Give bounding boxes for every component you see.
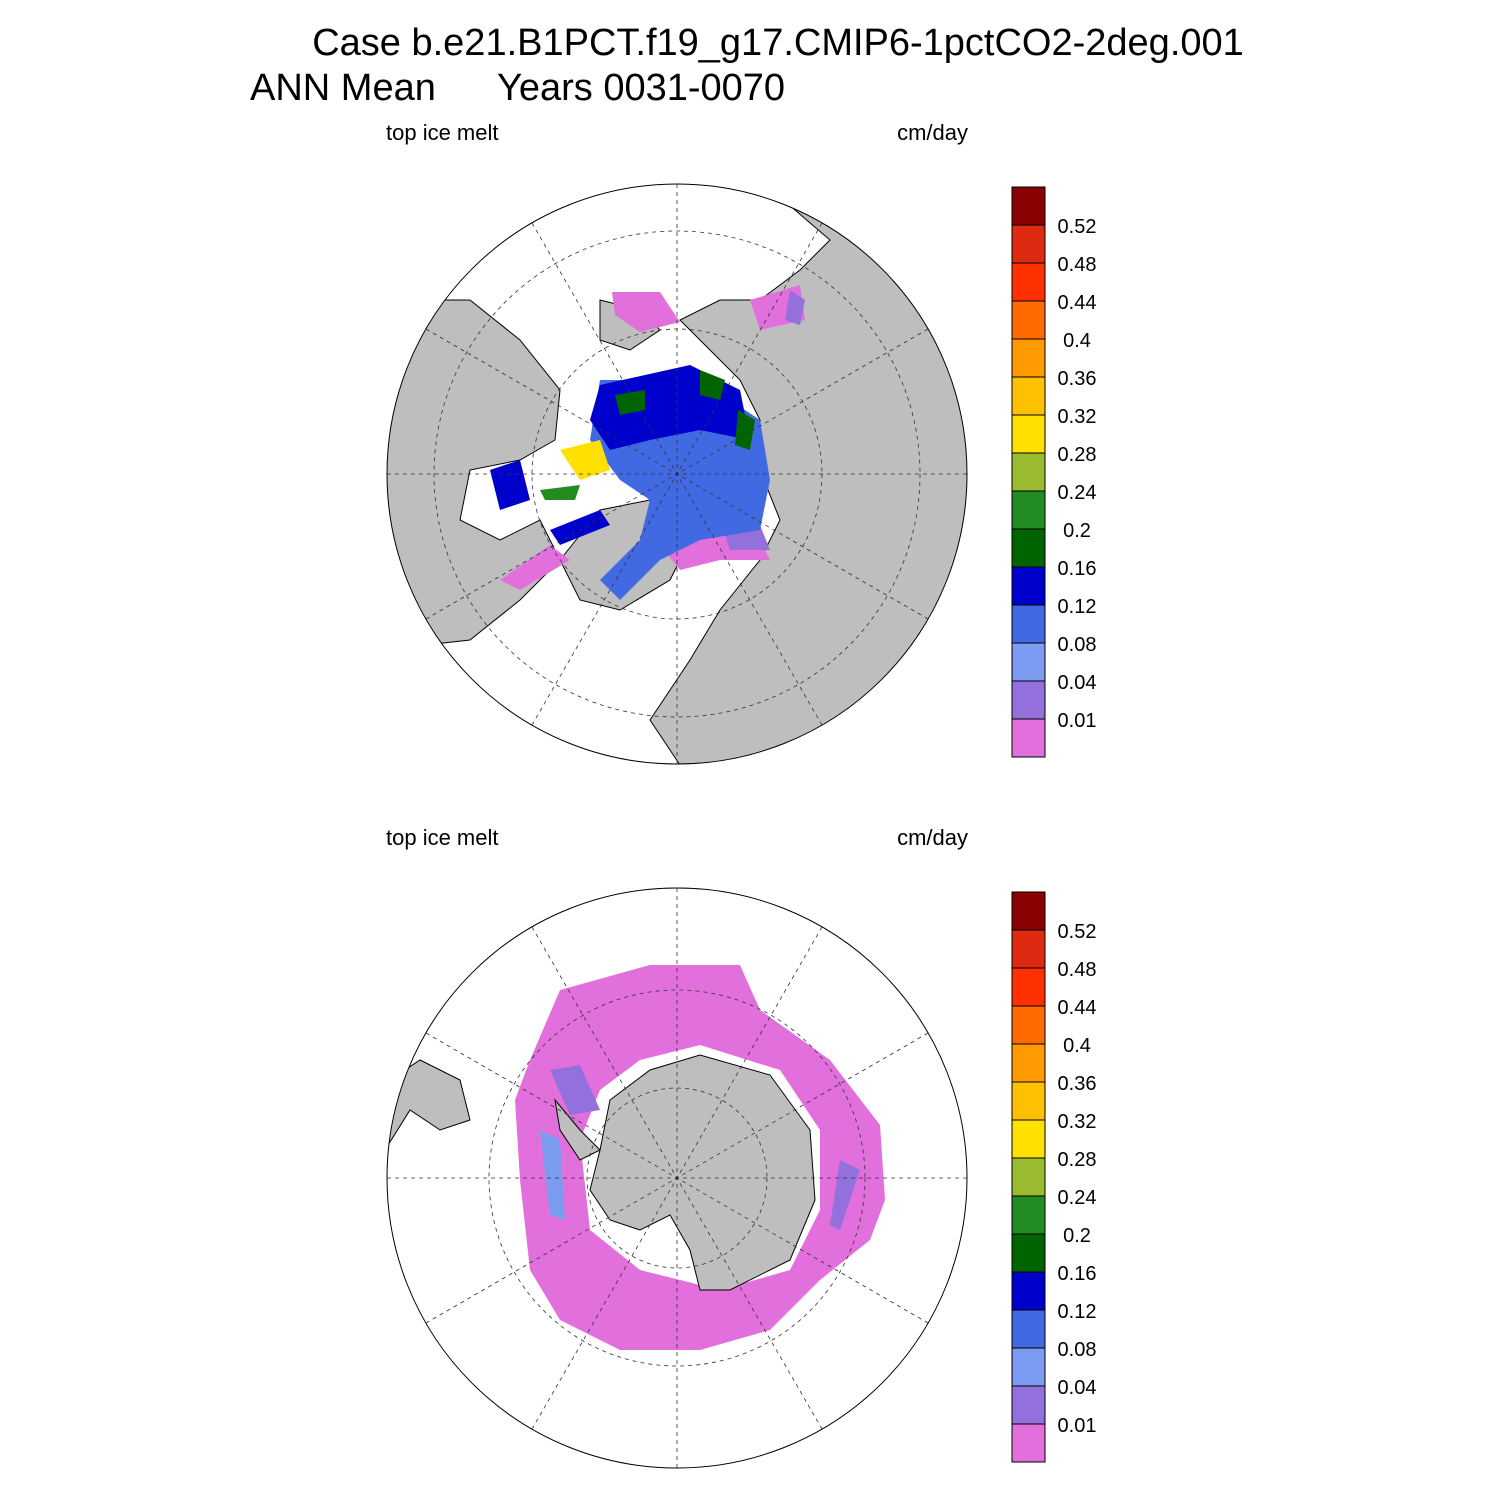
colorbar-label: 0.4 xyxy=(1063,330,1091,352)
colorbar-label: 0.48 xyxy=(1058,959,1097,981)
colorbar-label: 0.24 xyxy=(1058,482,1097,504)
colorbar-box xyxy=(1011,967,1046,1007)
colorbar-label: 0.52 xyxy=(1058,921,1097,943)
colorbar-box xyxy=(1011,1271,1046,1311)
colorbar-box xyxy=(1011,1385,1046,1425)
colorbar-label: 0.08 xyxy=(1058,1339,1097,1361)
colorbar-box xyxy=(1011,452,1046,492)
colorbar-box xyxy=(1011,1423,1046,1463)
colorbar-box xyxy=(1011,566,1046,606)
colorbar-label: 0.52 xyxy=(1058,216,1097,238)
colorbar-label: 0.01 xyxy=(1058,710,1097,732)
colorbar-box xyxy=(1011,490,1046,530)
colorbar-label: 0.04 xyxy=(1058,1377,1097,1399)
colorbar-label: 0.2 xyxy=(1063,520,1091,542)
colorbar-box xyxy=(1011,262,1046,302)
colorbar-box xyxy=(1011,1119,1046,1159)
panel-units: cm/day xyxy=(897,120,968,145)
colorbar-label: 0.12 xyxy=(1058,596,1097,618)
colorbar-label: 0.24 xyxy=(1058,1187,1097,1209)
colorbar-box xyxy=(1011,1005,1046,1045)
panel-left-label: top ice melt xyxy=(386,825,499,850)
colorbar-box xyxy=(1011,186,1046,226)
colorbar-box xyxy=(1011,1043,1046,1083)
colorbar-label: 0.16 xyxy=(1058,1263,1097,1285)
colorbar-box xyxy=(1011,680,1046,720)
panel-units: cm/day xyxy=(897,825,968,850)
colorbar-box xyxy=(1011,891,1046,931)
colorbar-box xyxy=(1011,604,1046,644)
colorbar-label: 0.36 xyxy=(1058,1073,1097,1095)
colorbar-label: 0.28 xyxy=(1058,1149,1097,1171)
colorbar-label: 0.44 xyxy=(1058,292,1097,314)
colorbar-box xyxy=(1011,1195,1046,1235)
arctic-map xyxy=(386,183,968,765)
colorbar-box xyxy=(1011,300,1046,340)
colorbar-box xyxy=(1011,376,1046,416)
title: Case b.e21.B1PCT.f19_g17.CMIP6-1pctCO2-2… xyxy=(312,22,1244,64)
colorbar-box xyxy=(1011,224,1046,264)
colorbar-label: 0.01 xyxy=(1058,1415,1097,1437)
colorbar-label: 0.32 xyxy=(1058,406,1097,428)
antarctic-map xyxy=(386,887,968,1469)
colorbar-box xyxy=(1011,414,1046,454)
colorbar-box xyxy=(1011,929,1046,969)
colorbar-label: 0.4 xyxy=(1063,1035,1091,1057)
colorbar-box xyxy=(1011,528,1046,568)
colorbar-label: 0.2 xyxy=(1063,1225,1091,1247)
colorbar-box xyxy=(1011,1157,1046,1197)
colorbar-box xyxy=(1011,718,1046,758)
colorbar-label: 0.32 xyxy=(1058,1111,1097,1133)
colorbar-label: 0.36 xyxy=(1058,368,1097,390)
colorbar-box xyxy=(1011,338,1046,378)
colorbar-label: 0.28 xyxy=(1058,444,1097,466)
colorbar-label: 0.16 xyxy=(1058,558,1097,580)
colorbar-label: 0.48 xyxy=(1058,254,1097,276)
panel-left-label: top ice melt xyxy=(386,120,499,145)
colorbar-label: 0.04 xyxy=(1058,672,1097,694)
subtitle-right: Years 0031-0070 xyxy=(497,67,785,109)
subtitle-left: ANN Mean xyxy=(250,67,436,109)
colorbar-box xyxy=(1011,1233,1046,1273)
colorbar-label: 0.44 xyxy=(1058,997,1097,1019)
colorbar-box xyxy=(1011,1081,1046,1121)
colorbar-box xyxy=(1011,642,1046,682)
colorbar-box xyxy=(1011,1347,1046,1387)
colorbar-label: 0.12 xyxy=(1058,1301,1097,1323)
colorbar-label: 0.08 xyxy=(1058,634,1097,656)
colorbar-box xyxy=(1011,1309,1046,1349)
